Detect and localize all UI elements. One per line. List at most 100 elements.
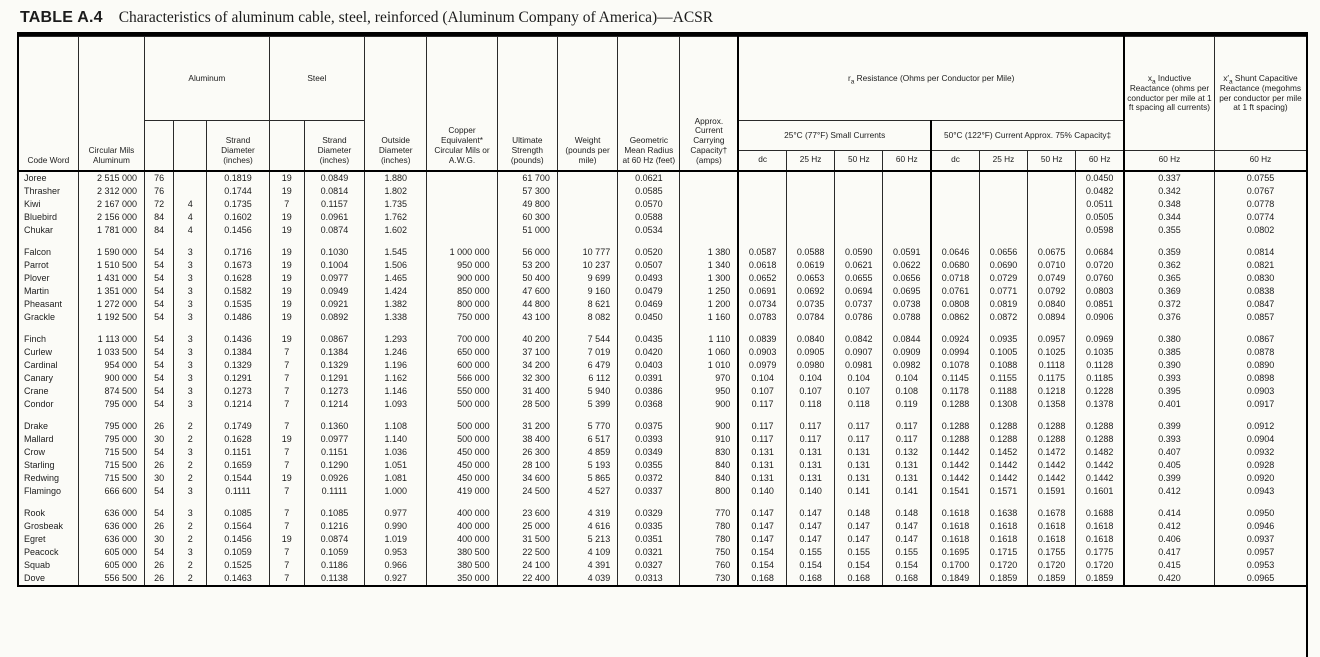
cell-r50_50hz [1027,497,1077,507]
cell-xa_60hz: 0.407 [1123,445,1215,459]
caption-rule [17,32,1308,36]
cell-outside_dia: 1.802 [364,184,428,198]
group-header-aluminum: Aluminum [144,36,270,121]
cell-r25_dc: 0.0691 [737,284,787,298]
cell-al_layers: 3 [173,332,208,346]
cell-al_strand_dia: 0.1673 [206,258,270,272]
cell-r50_60hz: 0.1378 [1075,397,1125,411]
cell-r25_dc: 0.0839 [737,332,787,346]
cell-outside_dia: 0.927 [364,571,428,586]
cell-gmr: 0.0479 [617,284,681,298]
cell-code: Dove [16,571,79,586]
cell-r50_60hz: 0.1482 [1075,445,1125,459]
cell-al_strand_dia: 0.1749 [206,419,270,433]
cell-r25_60hz [882,170,932,185]
cell-r50_60hz: 0.1288 [1075,432,1125,446]
cell-strength: 49 800 [496,197,558,211]
cell-st_strand_dia: 0.0977 [303,271,366,285]
cell-code: Grackle [16,310,79,324]
cell-gmr: 0.0368 [617,397,681,411]
cell-strength: 22 500 [496,545,558,559]
cell-xc_60hz: 0.0890 [1213,358,1308,372]
cell-r25_50hz: 0.148 [834,506,884,520]
cell-code [16,236,79,246]
cell-r25_50hz: 0.131 [834,445,884,459]
cell-xa_60hz: 0.406 [1123,532,1215,546]
cell-st_strand_dia [303,410,366,420]
cell-r25_50hz [834,197,884,211]
cell-r25_50hz [834,170,884,185]
xa-symbol: x [1147,72,1152,83]
cell-outside_dia: 1.382 [364,297,428,311]
cell-r25_50hz: 0.0694 [834,284,884,298]
cell-st_strands: 19 [268,310,305,324]
cell-r25_dc: 0.147 [737,506,787,520]
cell-r25_25hz [785,210,836,224]
cell-outside_dia [364,236,428,246]
cell-al_strand_dia: 0.1525 [206,558,270,572]
table-row: Starling 715 500 26 2 0.1659 7 0.1290 1.051 450 … [16,458,1308,472]
cell-r50_60hz [1075,410,1125,420]
cell-r50_50hz: 0.1288 [1027,432,1077,446]
cell-weight: 4 859 [556,445,619,459]
cell-xc_60hz: 0.0943 [1213,484,1308,498]
cell-copper_eq: 500 000 [426,397,498,411]
xa-subscript: a [1151,78,1156,86]
cell-amps [679,497,739,507]
cell-st_strands: 7 [268,545,305,559]
cell-strength: 38 400 [496,432,558,446]
cell-st_strands: 19 [268,532,305,546]
col-header-r25-60hz: 60 Hz [882,150,932,171]
col-header-code-word: Code Word [16,36,79,171]
cell-al_strands: 54 [144,397,175,411]
cell-r50_50hz: 0.1720 [1027,558,1077,572]
cell-r50_60hz [1075,236,1125,246]
cell-r25_60hz: 0.155 [882,545,932,559]
cell-r50_dc [930,323,980,333]
cell-gmr: 0.0570 [617,197,681,211]
cell-outside_dia: 1.338 [364,310,428,324]
cell-copper_eq: 700 000 [426,332,498,346]
cell-r25_dc: 0.0587 [737,245,787,259]
cell-st_strand_dia: 0.0867 [303,332,366,346]
cell-r50_25hz: 0.1005 [978,345,1029,359]
cell-al_layers: 3 [173,384,208,398]
cell-r25_25hz: 0.147 [785,519,836,533]
cell-outside_dia: 1.424 [364,284,428,298]
col-header-capacitive-reactance: x′a Shunt Capacitive Reactance (megohms … [1213,36,1308,151]
cell-al_strands: 26 [144,419,175,433]
table-row: Crow 715 500 54 3 0.1151 7 0.1151 1.036 450 000 2… [16,445,1308,459]
cell-r50_25hz [978,410,1029,420]
cell-amps: 1 010 [679,358,739,372]
cell-strength: 31 500 [496,532,558,546]
cell-gmr: 0.0329 [617,506,681,520]
cell-copper_eq: 550 000 [426,384,498,398]
cell-amps: 900 [679,419,739,433]
cell-strength: 31 400 [496,384,558,398]
cell-r50_50hz: 0.1288 [1027,419,1077,433]
cell-copper_eq [426,236,498,246]
cell-r25_25hz: 0.0784 [785,310,836,324]
cell-al_strands: 30 [144,532,175,546]
cell-outside_dia: 1.036 [364,445,428,459]
cell-strength: 60 300 [496,210,558,224]
cell-al_strand_dia: 0.1291 [206,371,270,385]
cell-strength: 31 200 [496,419,558,433]
cell-xc_60hz: 0.0957 [1213,545,1308,559]
cell-al_strand_dia: 0.1486 [206,310,270,324]
cell-r25_60hz [882,223,932,237]
cell-outside_dia: 1.735 [364,197,428,211]
cell-weight: 6 479 [556,358,619,372]
col-header-xc-60hz: 60 Hz [1213,150,1308,171]
cell-strength: 56 000 [496,245,558,259]
cell-cmils [77,410,146,420]
cell-al_strand_dia: 0.1436 [206,332,270,346]
cell-r50_dc: 0.1078 [930,358,980,372]
col-header-outside-diameter: Outside Diameter (inches) [364,36,428,171]
cell-r50_25hz: 0.1155 [978,371,1029,385]
cell-amps: 840 [679,471,739,485]
cell-cmils: 715 500 [77,458,146,472]
cell-r25_50hz: 0.131 [834,471,884,485]
cell-r50_50hz: 0.1025 [1027,345,1077,359]
cell-r50_60hz: 0.1442 [1075,471,1125,485]
